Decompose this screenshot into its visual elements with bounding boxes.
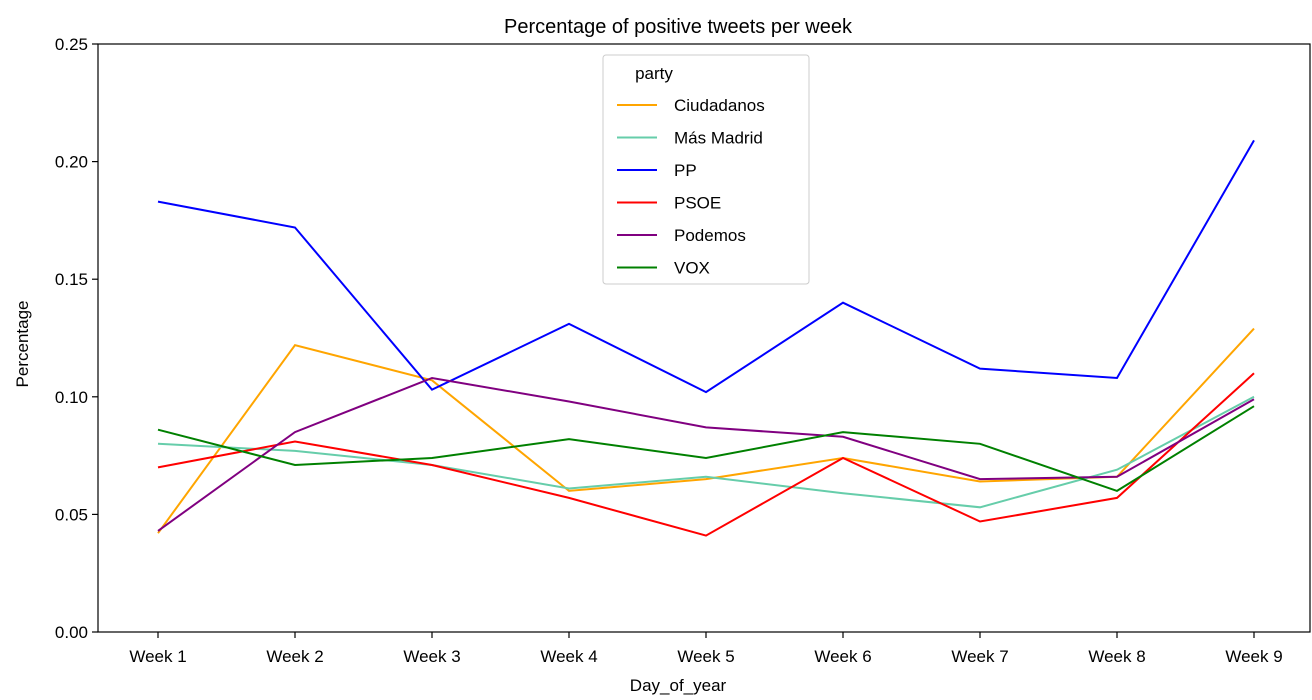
x-axis-title: Day_of_year (630, 676, 727, 695)
x-tick-label: Week 7 (951, 647, 1008, 666)
y-tick-label: 0.00 (55, 623, 88, 642)
x-tick-label: Week 1 (129, 647, 186, 666)
y-tick-label: 0.10 (55, 388, 88, 407)
legend-label-vox: VOX (674, 259, 710, 278)
y-axis-title: Percentage (13, 301, 32, 388)
x-tick-label: Week 5 (677, 647, 734, 666)
chart-title: Percentage of positive tweets per week (504, 16, 853, 38)
series-line-psoe (157, 372, 1255, 537)
x-tick-label: Week 4 (540, 647, 597, 666)
legend-label-m-s-madrid: Más Madrid (674, 129, 763, 148)
y-tick-label: 0.05 (55, 505, 88, 524)
y-tick-label: 0.15 (55, 270, 88, 289)
x-tick-label: Week 8 (1088, 647, 1145, 666)
legend-frame (602, 54, 810, 285)
x-tick-label: Week 9 (1225, 647, 1282, 666)
plot-frame (97, 43, 1311, 633)
x-tick-label: Week 2 (266, 647, 323, 666)
series-line-pp (157, 139, 1255, 394)
x-tick-label: Week 3 (403, 647, 460, 666)
legend-label-pp: PP (674, 161, 697, 180)
series-line-m-s-madrid (157, 395, 1255, 509)
legend-label-ciudadanos: Ciudadanos (674, 96, 765, 115)
y-tick-label: 0.20 (55, 153, 88, 172)
legend-label-podemos: Podemos (674, 226, 746, 245)
legend-label-psoe: PSOE (674, 194, 721, 213)
plot-area: 0.00 0.05 0.10 0.15 0.20 0.25 Week 1 Week 2 Week… (55, 35, 1311, 666)
series-line-podemos (157, 376, 1255, 532)
legend: party Ciudadanos Más Madrid PP PSOE Podemos V… (602, 54, 810, 285)
y-tick-label: 0.25 (55, 35, 88, 54)
series-line-vox (157, 405, 1255, 492)
legend-title: party (635, 64, 673, 83)
x-tick-label: Week 6 (814, 647, 871, 666)
